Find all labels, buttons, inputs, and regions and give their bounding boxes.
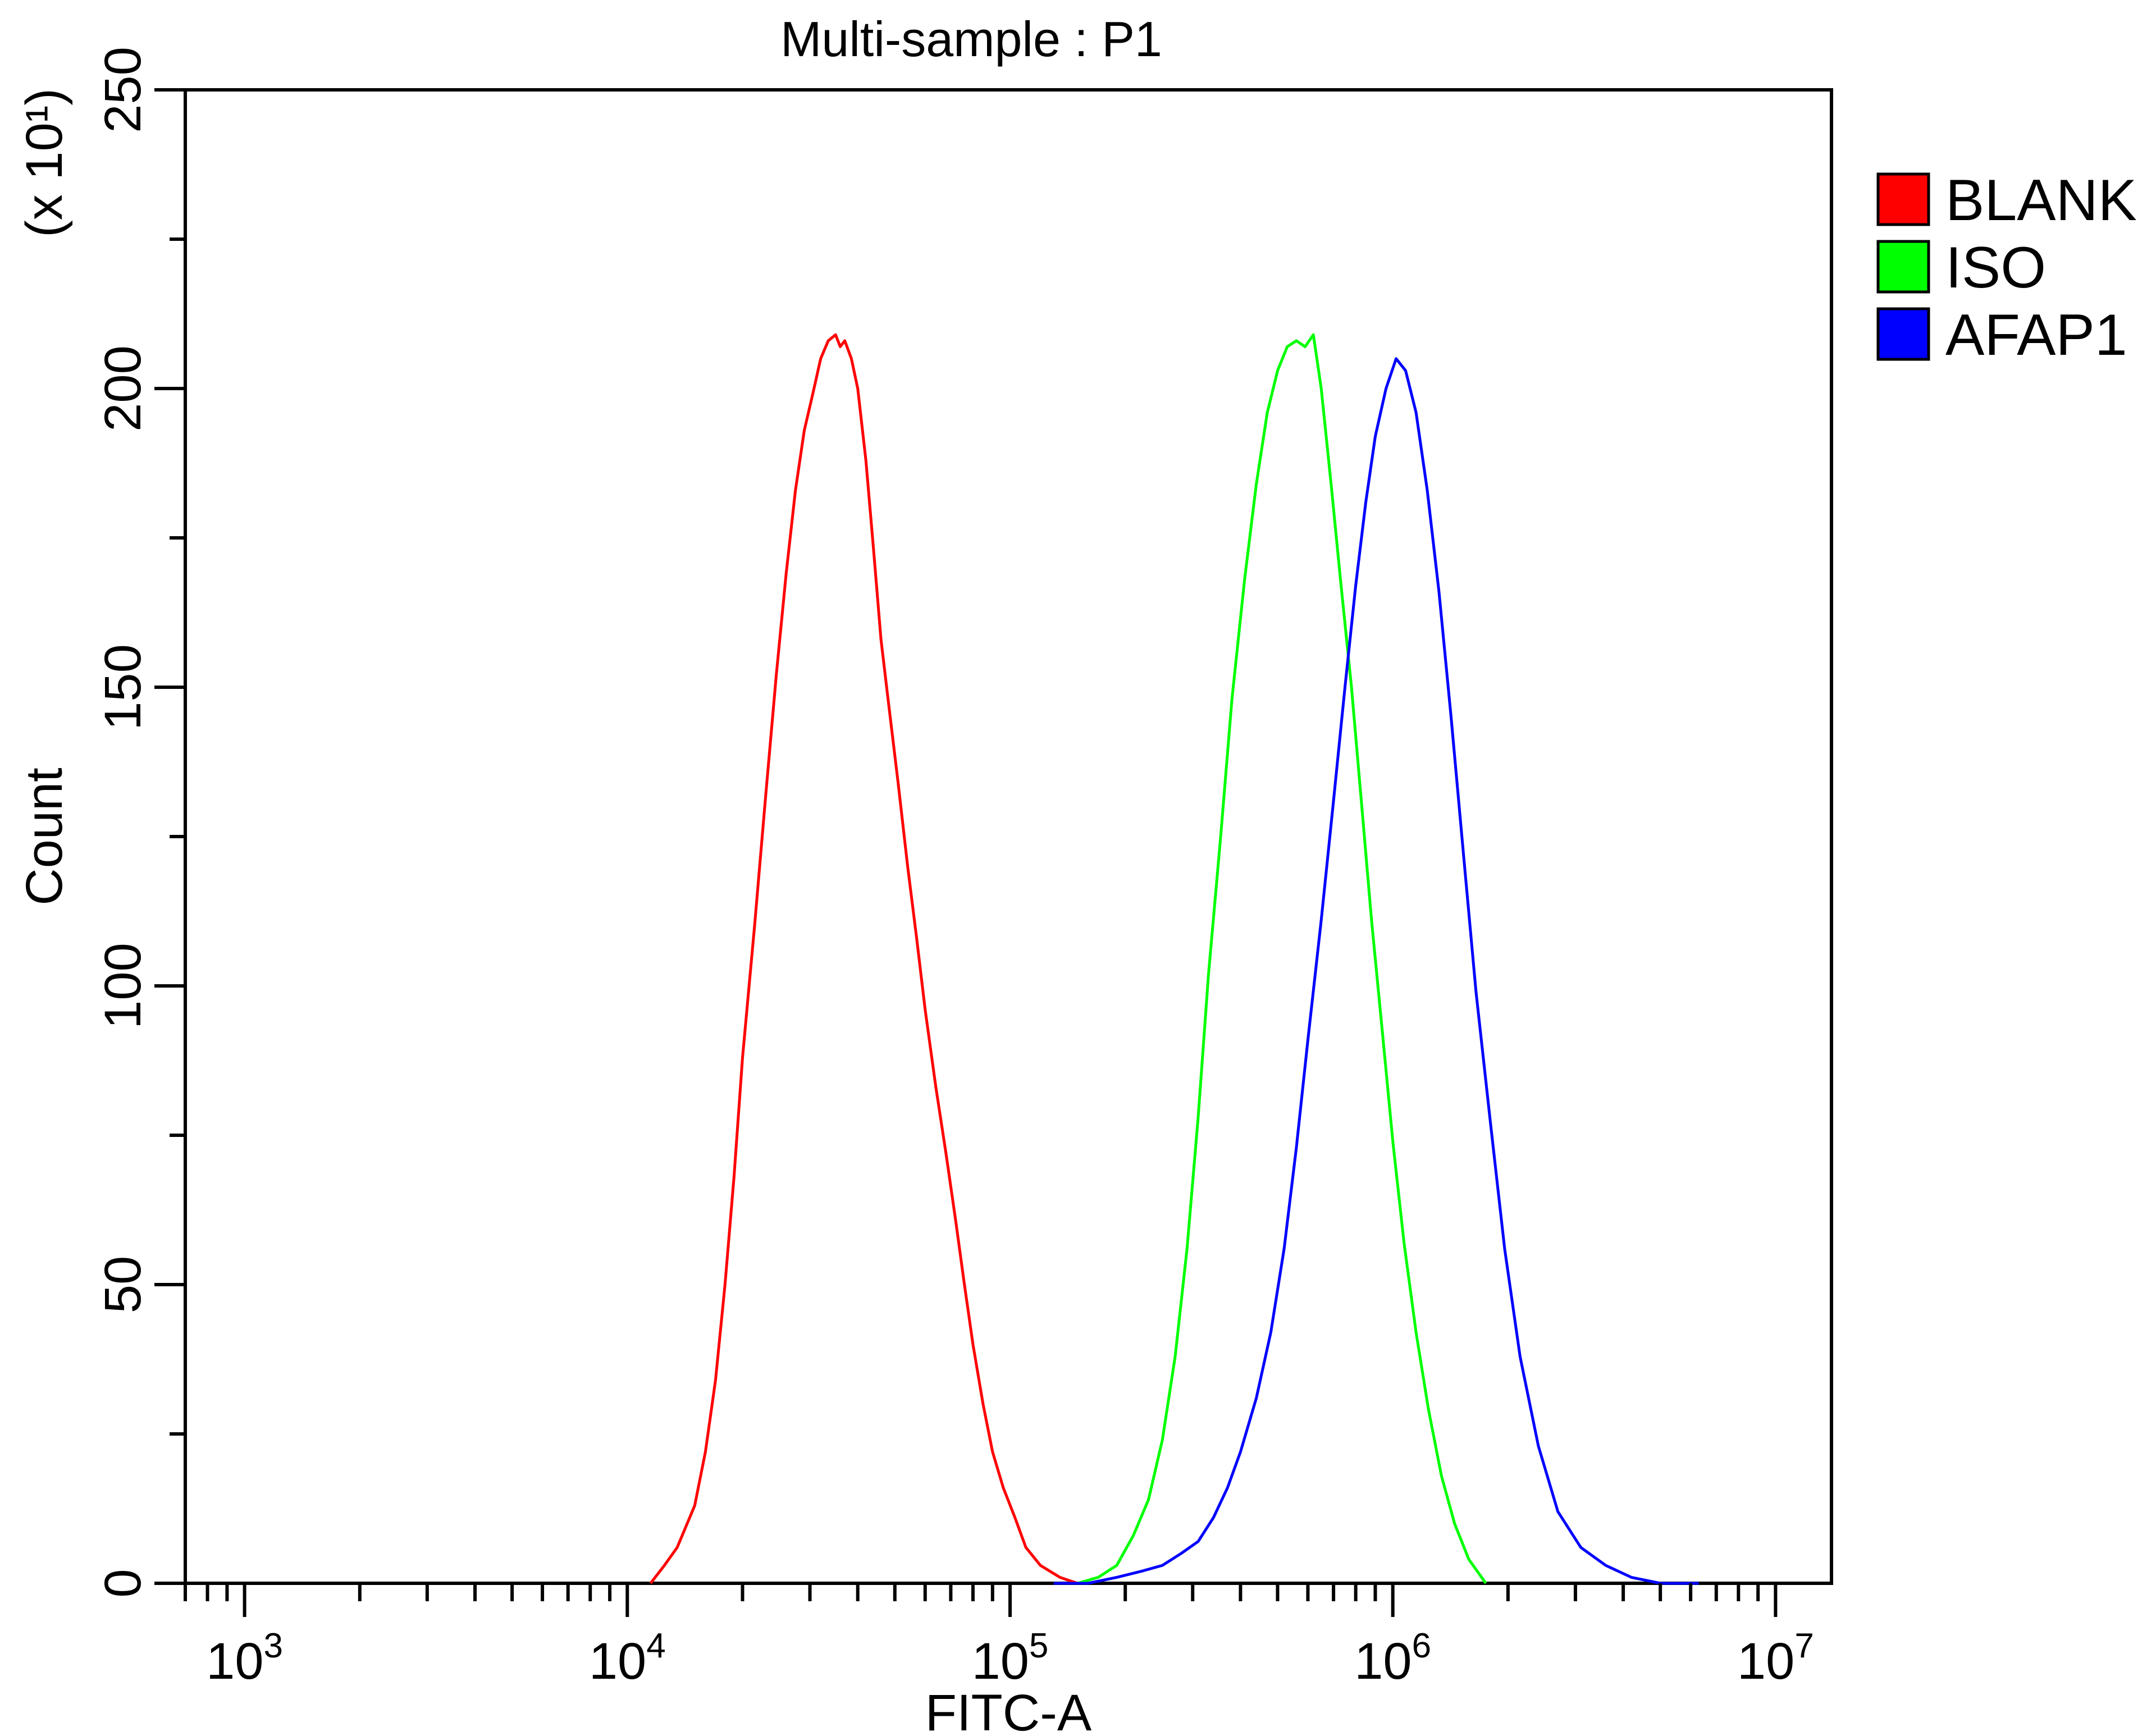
y-tick-label: 100 — [94, 943, 152, 1029]
chart-title: Multi-sample : P1 — [780, 11, 1162, 67]
y-tick-label: 250 — [94, 47, 152, 133]
x-axis-label: FITC-A — [925, 1684, 1092, 1736]
plot-frame — [184, 88, 1833, 1585]
x-axis: 103 104 105 106 107 FITC-A — [184, 1583, 1814, 1736]
legend-label-iso: ISO — [1945, 235, 2046, 300]
x-tick-label: 105 — [972, 1627, 1049, 1690]
y-multiplier-label: (x 10¹) — [16, 88, 73, 237]
x-ticks: 103 104 105 106 107 — [184, 1583, 1814, 1690]
y-tick-label: 50 — [94, 1256, 152, 1313]
y-ticks: 0 50 100 150 200 250 — [94, 47, 185, 1598]
legend-swatch-blank — [1876, 172, 1930, 226]
y-tick-label: 0 — [94, 1569, 152, 1597]
legend-label-blank: BLANK — [1945, 168, 2137, 233]
legend-swatch-iso — [1876, 240, 1930, 294]
series-line-iso — [1077, 333, 1487, 1585]
x-tick-label: 104 — [589, 1627, 666, 1690]
y-axis: 0 50 100 150 200 250 Count (x 10¹) — [16, 47, 185, 1598]
x-tick-label: 103 — [206, 1627, 283, 1690]
series-line-blank — [649, 333, 1078, 1585]
series-layer — [649, 333, 1699, 1585]
legend-label-afap1: AFAP1 — [1945, 303, 2127, 368]
series-line-afap1 — [1053, 357, 1699, 1585]
y-axis-label: Count — [16, 768, 73, 906]
y-tick-label: 150 — [94, 644, 152, 730]
x-tick-label: 106 — [1354, 1627, 1431, 1690]
legend-swatch-afap1 — [1876, 307, 1930, 361]
x-tick-label: 107 — [1737, 1627, 1814, 1690]
y-tick-label: 200 — [94, 345, 152, 432]
plot-area — [184, 88, 1833, 1585]
